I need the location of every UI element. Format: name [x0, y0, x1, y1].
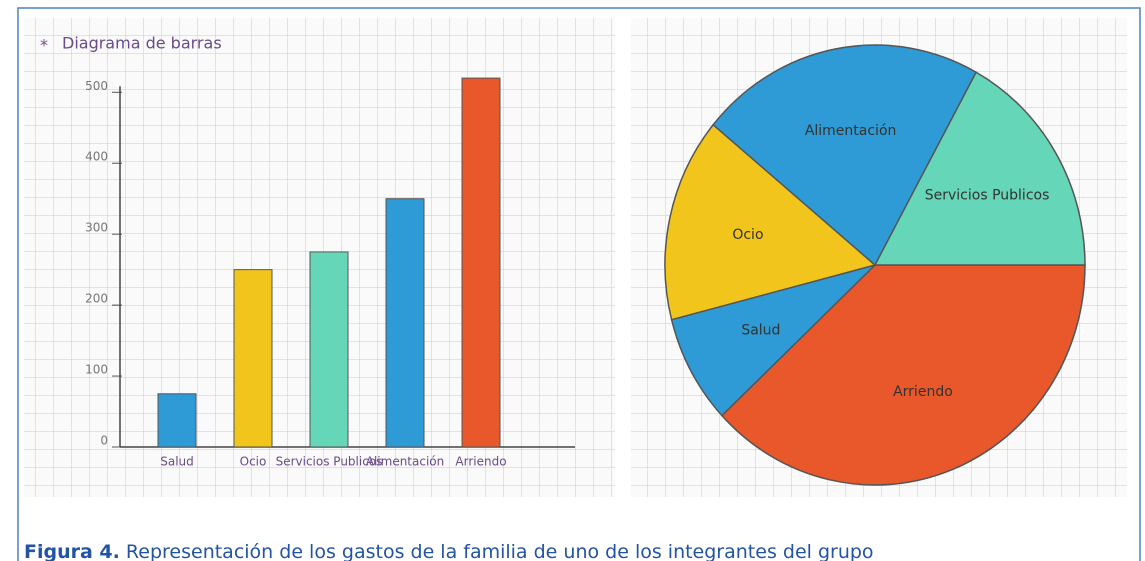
- y-tick-label: 400: [85, 150, 108, 164]
- pie-chart: Arriendo Salud Ocio Alimentación Servicios P…: [665, 45, 1085, 485]
- slice-label: Alimentación: [805, 123, 897, 139]
- bar: [158, 394, 196, 447]
- slice-label: Salud: [741, 323, 780, 339]
- bar: [234, 270, 272, 447]
- slice-label: Ocio: [732, 227, 763, 243]
- x-tick-label: Salud: [160, 455, 194, 469]
- chart-title: Diagrama de barras: [62, 34, 222, 53]
- x-tick-label: Arriendo: [455, 455, 506, 469]
- y-tick-label: 500: [85, 79, 108, 93]
- caption-text: Representación de los gastos de la famil…: [126, 541, 874, 561]
- bar: [386, 199, 424, 447]
- caption-label: Figura 4.: [24, 541, 120, 561]
- y-tick-label: 100: [85, 363, 108, 377]
- y-tick-label: 300: [85, 221, 108, 235]
- y-tick-label: 200: [85, 292, 108, 306]
- bar: [462, 78, 500, 447]
- title-marker: *: [40, 36, 48, 55]
- figure: * Diagrama de barras 0 100 200 300 400 500 Sal…: [0, 0, 1145, 561]
- slice-label: Servicios Publicos: [925, 188, 1050, 204]
- x-tick-label: Ocio: [240, 455, 267, 469]
- slice-label: Arriendo: [893, 384, 953, 400]
- caption: Figura 4. Representación de los gastos d…: [24, 541, 874, 561]
- x-tick-label: Alimentación: [366, 455, 445, 469]
- bar: [310, 252, 348, 447]
- y-tick-label: 0: [100, 434, 108, 448]
